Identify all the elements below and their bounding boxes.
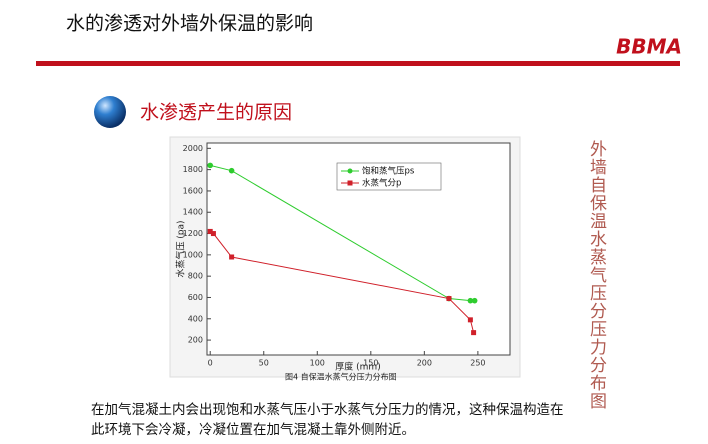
bullet-ball (94, 96, 126, 128)
x-tick-label: 50 (259, 359, 269, 368)
y-tick-label: 2000 (183, 144, 203, 153)
point (229, 254, 235, 260)
point (467, 297, 474, 304)
x-tick-label: 200 (417, 359, 432, 368)
chart-caption: 图4 自保温水蒸气分压力分布图 (285, 372, 397, 382)
y-tick-label: 200 (188, 336, 203, 345)
legend-marker (347, 168, 353, 174)
side-text: 外墙自保温水蒸气压分压力分布图 (586, 140, 606, 410)
point (228, 167, 235, 174)
header-bar (36, 61, 680, 66)
y-tick-label: 1600 (183, 186, 203, 195)
y-tick-label: 1000 (183, 250, 203, 259)
legend-box (336, 162, 442, 191)
point (471, 297, 478, 304)
paragraph-line: 在加气混凝土内会出现饱和水蒸气压小于水蒸气分压力的情况，这种保温构造在 (91, 401, 564, 418)
point (207, 162, 214, 169)
section-heading: 水渗透产生的原因 (140, 102, 292, 124)
y-tick-label: 1200 (183, 229, 203, 238)
paragraph-line: 此环境下会冷凝，冷凝位置在加气混凝土靠外侧附近。 (91, 422, 415, 438)
y-tick-label: 800 (188, 272, 203, 281)
point (446, 296, 452, 302)
y-tick-label: 1400 (183, 208, 203, 217)
y-tick-label: 1800 (183, 165, 203, 174)
point (471, 330, 477, 336)
x-tick-label: 100 (310, 359, 325, 368)
x-tick-label: 150 (363, 359, 378, 368)
logo: BBMA (616, 35, 682, 59)
y-tick-label: 600 (188, 293, 203, 302)
point (207, 228, 213, 234)
point (210, 231, 216, 237)
legend-label: 饱和蒸气压ps (362, 166, 415, 177)
slide-title: 水的渗透对外墙外保温的影响 (66, 13, 313, 35)
legend-label: 水蒸气分p (362, 178, 401, 189)
x-axis-label: 厚度 (mm) (335, 361, 380, 373)
legend-marker (347, 180, 353, 186)
y-axis-label: 水蒸气压 (pa) (175, 220, 187, 277)
x-tick-label: 0 (208, 359, 213, 368)
point (467, 317, 473, 323)
y-tick-label: 400 (188, 314, 203, 323)
x-tick-label: 250 (470, 359, 485, 368)
